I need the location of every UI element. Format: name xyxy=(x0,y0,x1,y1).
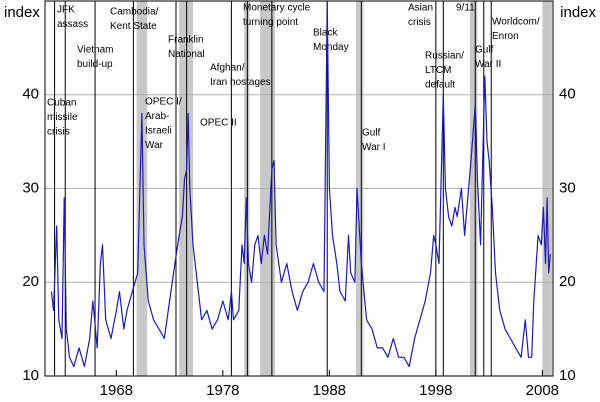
y2-tick-label: 40 xyxy=(559,86,576,103)
event-label: Afghan/ xyxy=(210,63,245,74)
x-tick-label: 1988 xyxy=(313,382,346,399)
event-label: assass xyxy=(57,19,88,30)
event-label: War I xyxy=(362,142,386,153)
x-tick-label: 1998 xyxy=(419,382,452,399)
x-tick-label: 1968 xyxy=(100,382,133,399)
event-label: default xyxy=(425,80,455,91)
x-tick-label: 1978 xyxy=(206,382,239,399)
event-label: OPEC II xyxy=(200,118,237,129)
event-label: National xyxy=(168,49,205,60)
y2-axis-label: index xyxy=(560,4,596,21)
y-tick-label: 30 xyxy=(22,179,39,196)
event-label: crisis xyxy=(408,17,431,28)
plot-frame xyxy=(44,0,554,377)
event-label: Enron xyxy=(492,31,519,42)
series-line xyxy=(50,0,551,368)
event-label: LTCM xyxy=(425,65,451,76)
event-label: Vietnam xyxy=(77,45,114,56)
event-label: JFK xyxy=(57,5,75,16)
event-label: Monetary cycle xyxy=(243,3,311,14)
event-label: 9/11 xyxy=(456,3,475,14)
event-label: build-up xyxy=(77,59,113,70)
event-label: Cambodia/ xyxy=(110,7,159,18)
event-label: War xyxy=(145,140,164,151)
event-label: missile xyxy=(47,112,78,123)
event-label: Israeli xyxy=(145,126,172,137)
event-label: Black xyxy=(313,28,338,39)
event-label: Kent State xyxy=(110,21,157,32)
y2-tick-label: 20 xyxy=(559,273,576,290)
y2-tick-label: 30 xyxy=(559,179,576,196)
y-axis-label: index xyxy=(4,4,40,21)
event-label: Gulf xyxy=(362,128,381,139)
x-tick-label: 2008 xyxy=(526,382,559,399)
event-label: Cuban xyxy=(47,98,76,109)
event-label: crisis xyxy=(47,127,70,138)
y2-tick-label: 10 xyxy=(559,367,576,384)
event-label: Gulf xyxy=(475,45,494,56)
event-label: Worldcom/ xyxy=(492,17,540,28)
event-label: Franklin xyxy=(168,35,204,46)
event-label: Monday xyxy=(313,42,349,53)
event-label: Arab- xyxy=(145,111,169,122)
event-label: OPEC I/ xyxy=(145,97,182,108)
event-label: Asian xyxy=(408,3,433,14)
y-tick-label: 20 xyxy=(22,273,39,290)
event-label: Russian/ xyxy=(425,51,464,62)
y-tick-label: 10 xyxy=(22,367,39,384)
y-tick-label: 40 xyxy=(22,86,39,103)
event-label: War II xyxy=(475,59,501,70)
event-label: Iran hostages xyxy=(210,77,271,88)
event-label: turning point xyxy=(243,17,298,28)
